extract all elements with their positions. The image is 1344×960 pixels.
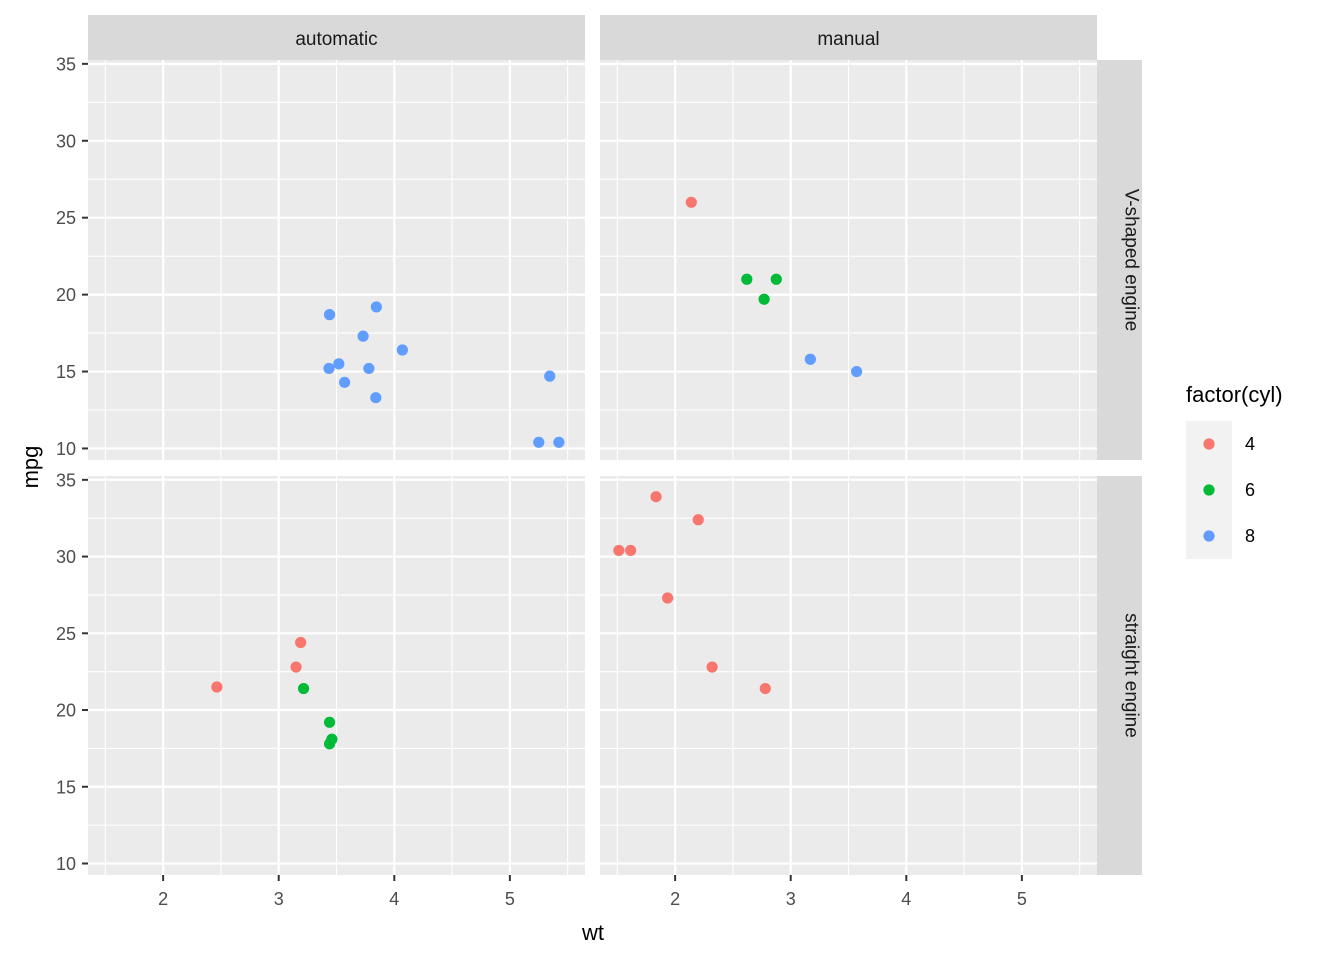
- strip-automatic: [88, 15, 585, 60]
- strip-label-manual: manual: [817, 29, 879, 50]
- data-point: [295, 636, 307, 649]
- data-point: [613, 544, 625, 557]
- y-tick-label: 30: [56, 547, 76, 567]
- strip-V-shaped-engine: [1097, 60, 1142, 460]
- legend-label-6: 6: [1245, 480, 1255, 500]
- data-point: [323, 309, 336, 321]
- x-tick-label: 4: [901, 889, 911, 909]
- x-tick-label: 3: [786, 889, 796, 909]
- data-point: [357, 330, 369, 342]
- data-point: [685, 196, 697, 208]
- strip-label-automatic: automatic: [295, 29, 377, 50]
- data-point: [370, 301, 382, 313]
- strip-straight-engine: [1097, 476, 1142, 875]
- legend-swatch-4: [1203, 438, 1215, 450]
- x-axis-title: wt: [581, 920, 604, 945]
- panel-0-1: [600, 60, 1097, 460]
- y-tick-label: 30: [56, 131, 76, 151]
- y-tick-label: 35: [56, 54, 76, 74]
- data-point: [297, 682, 310, 695]
- data-point: [396, 344, 408, 356]
- strip-manual: [600, 15, 1097, 60]
- legend-label-8: 8: [1245, 526, 1255, 546]
- data-point: [850, 365, 863, 378]
- legend-swatch-8: [1203, 530, 1215, 542]
- panels-layer: automatic manual V-shaped engine straight e…: [88, 15, 1142, 875]
- data-point: [692, 514, 704, 526]
- x-tick-label: 2: [670, 889, 680, 909]
- x-tick-label: 5: [1017, 889, 1027, 909]
- data-point: [533, 436, 545, 448]
- data-point: [370, 392, 382, 404]
- y-tick-label: 10: [56, 439, 76, 459]
- y-tick-label: 20: [56, 285, 76, 305]
- x-tick-label: 5: [505, 889, 515, 909]
- data-point: [759, 682, 771, 695]
- data-point: [758, 293, 770, 305]
- data-point: [662, 592, 674, 604]
- data-point: [333, 358, 345, 370]
- data-point: [290, 661, 302, 673]
- data-point: [323, 362, 335, 375]
- y-tick-label: 25: [56, 208, 76, 228]
- data-point: [363, 362, 375, 375]
- y-tick-label: 20: [56, 701, 76, 721]
- data-point: [770, 273, 782, 285]
- y-tick-label: 35: [56, 470, 76, 490]
- data-point: [741, 273, 753, 285]
- strip-label-straight-engine: straight engine: [1121, 613, 1142, 738]
- y-tick-label: 10: [56, 854, 76, 874]
- legend: 4 6 8: [1186, 421, 1255, 559]
- legend-label-4: 4: [1245, 434, 1255, 454]
- data-point: [323, 716, 336, 728]
- legend-title: factor(cyl): [1186, 382, 1283, 407]
- y-tick-label: 15: [56, 777, 76, 797]
- data-point: [625, 544, 637, 557]
- data-point: [211, 681, 223, 693]
- data-point: [553, 436, 565, 448]
- panel-0-0: [88, 60, 585, 460]
- data-point: [323, 738, 336, 750]
- y-tick-label: 25: [56, 624, 76, 644]
- y-axis-title: mpg: [18, 446, 43, 489]
- x-tick-label: 4: [389, 889, 399, 909]
- x-tick-label: 3: [274, 889, 284, 909]
- strip-label-V-shaped-engine: V-shaped engine: [1121, 189, 1142, 332]
- data-point: [804, 353, 816, 365]
- panel-1-0: [88, 476, 585, 875]
- panel-1-1: [600, 476, 1097, 875]
- data-point: [338, 376, 351, 388]
- data-point: [650, 491, 662, 503]
- axes-layer: 10 15 20 25 30 35 10 15 20 25 30 35 2 3 4 5 2 3 4 5: [56, 54, 1027, 909]
- data-point: [544, 370, 556, 382]
- x-tick-label: 2: [158, 889, 168, 909]
- data-point: [706, 661, 718, 673]
- legend-swatch-6: [1203, 484, 1215, 496]
- y-tick-label: 15: [56, 362, 76, 382]
